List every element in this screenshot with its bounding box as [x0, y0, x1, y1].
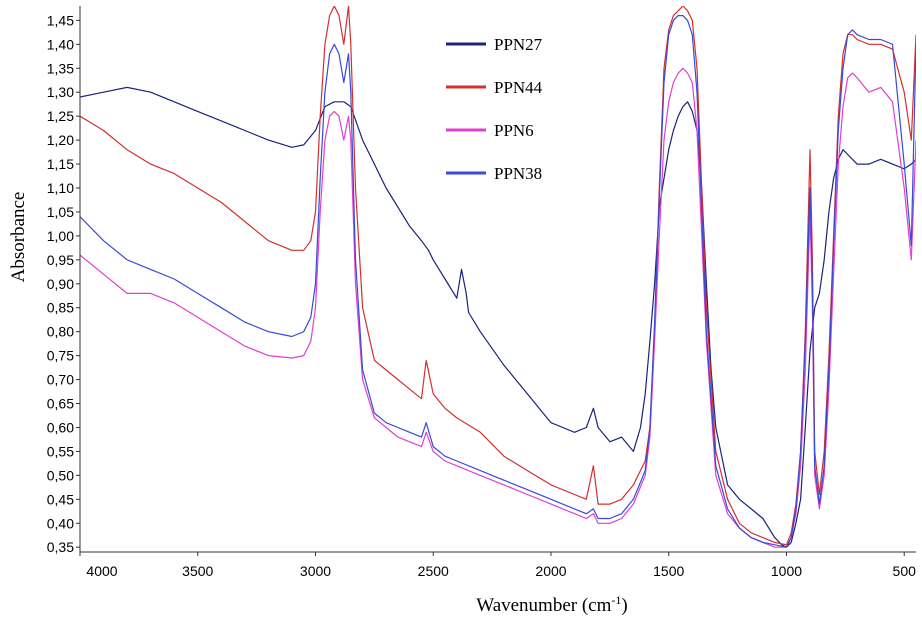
- y-tick-label: 0,50: [47, 467, 74, 483]
- y-tick-label: 1,05: [47, 204, 74, 220]
- y-tick-label: 0,60: [47, 419, 74, 435]
- y-tick-label: 0,75: [47, 348, 74, 364]
- x-tick-label: 2500: [418, 563, 449, 579]
- legend: PPN27 PPN44 PPN6 PPN38: [446, 35, 543, 183]
- x-tick-label: 3500: [182, 563, 213, 579]
- x-tick-label: 500: [893, 563, 917, 579]
- x-tick-label: 4000: [86, 563, 117, 579]
- y-tick-label: 1,25: [47, 108, 74, 124]
- legend-label: PPN6: [494, 121, 534, 140]
- y-axis: 0,35 0,40 0,45 0,50 0,55 0,60 0,65 0,70 0,75 0,80…: [47, 6, 81, 555]
- y-tick-label: 1,00: [47, 228, 74, 244]
- x-tick-label: 3000: [300, 563, 331, 579]
- y-tick-label: 1,35: [47, 60, 74, 76]
- y-tick-label: 1,15: [47, 156, 74, 172]
- y-tick-label: 0,70: [47, 372, 74, 388]
- y-tick-label: 0,80: [47, 324, 74, 340]
- y-axis-title: Absorbance: [8, 192, 29, 283]
- y-tick-label: 0,90: [47, 276, 74, 292]
- legend-label: PPN38: [494, 164, 542, 183]
- x-axis-title: Wavenumber (cm-1): [476, 593, 627, 616]
- x-axis-title-sup: -1: [611, 593, 621, 607]
- x-tick-label: 1500: [653, 563, 684, 579]
- y-tick-label: 1,40: [47, 36, 74, 52]
- series-line-ppn27: [80, 86, 916, 548]
- y-tick-label: 0,95: [47, 252, 74, 268]
- y-tick-label: 0,35: [47, 539, 74, 555]
- legend-label: PPN44: [494, 78, 543, 97]
- y-tick-label: 1,10: [47, 180, 74, 196]
- x-axis: 4000 3500 3000 2500 2000 1500 1000 500: [79, 551, 917, 579]
- series-line-ppn6: [80, 67, 916, 548]
- y-tick-label: 1,30: [47, 84, 74, 100]
- series-line-ppn38: [80, 15, 916, 548]
- y-tick-label: 0,40: [47, 515, 74, 531]
- y-tick-label: 0,45: [47, 491, 74, 507]
- x-tick-label: 2000: [535, 563, 566, 579]
- y-tick-label: 1,45: [47, 12, 74, 28]
- y-tick-label: 0,85: [47, 300, 74, 316]
- series-line-ppn44: [80, 6, 916, 546]
- x-axis-title-end: ): [621, 595, 627, 616]
- plot-area: [80, 6, 916, 548]
- x-axis-title-main: Wavenumber (cm: [476, 595, 611, 616]
- x-tick-label: 1000: [771, 563, 802, 579]
- y-tick-label: 0,55: [47, 443, 74, 459]
- y-tick-label: 1,20: [47, 132, 74, 148]
- y-tick-label: 0,65: [47, 396, 74, 412]
- legend-label: PPN27: [494, 35, 543, 54]
